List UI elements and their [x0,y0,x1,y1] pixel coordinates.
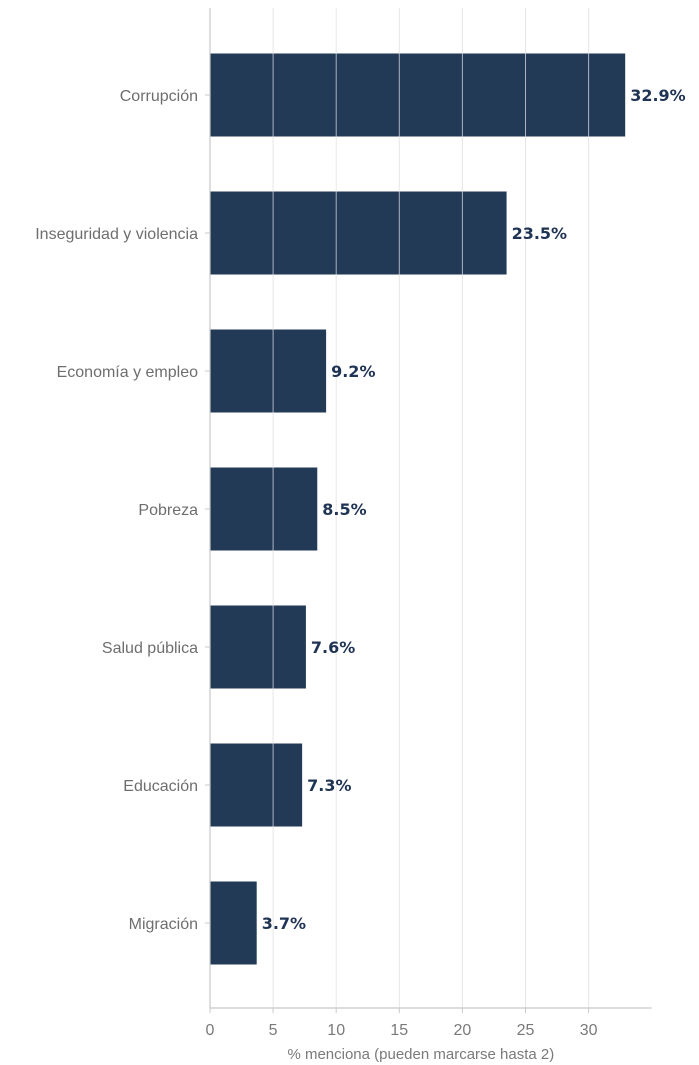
bar-gridlines [272,53,590,827]
category-label-4: Pobreza [138,502,198,519]
category-label-3: Economía y empleo [57,364,199,381]
bar-6 [210,743,303,827]
x-tick-label-10: 10 [327,1022,345,1039]
category-label-1: Corrupción [120,88,198,105]
bar-5 [210,605,306,689]
data-label-1: 32.9% [630,86,686,105]
bar-3 [210,329,327,413]
gridlines [272,8,590,1008]
bar-7 [210,881,257,965]
bar-4 [210,467,318,551]
axes [209,8,652,1009]
bar-2 [210,191,507,275]
bar-1 [210,53,626,137]
category-label-7: Migración [129,916,198,933]
x-tick-label-0: 0 [206,1022,215,1039]
category-label-6: Educación [123,778,198,795]
data-label-6: 7.3% [307,776,351,795]
x-tick-label-25: 25 [517,1022,535,1039]
category-label-2: Inseguridad y violencia [35,226,198,243]
x-tick-label-20: 20 [454,1022,472,1039]
data-label-7: 3.7% [262,914,306,933]
x-tick-label-5: 5 [269,1022,278,1039]
x-tick-label-15: 15 [390,1022,408,1039]
category-label-5: Salud pública [102,640,198,657]
bars [210,53,626,965]
data-label-4: 8.5% [322,500,366,519]
data-label-5: 7.6% [311,638,355,657]
category-labels: Corrupción Inseguridad y violencia Economí… [35,88,210,933]
data-labels: 32.9% 23.5% 9.2% 8.5% 7.6% 7.3% 3.7% [262,86,686,933]
x-axis-title: % menciona (pueden marcarse hasta 2) [287,1046,554,1063]
data-label-3: 9.2% [331,362,375,381]
x-tick-labels: 0 5 10 15 20 25 30 [206,1008,598,1039]
data-label-2: 23.5% [512,224,568,243]
x-tick-label-30: 30 [580,1022,598,1039]
